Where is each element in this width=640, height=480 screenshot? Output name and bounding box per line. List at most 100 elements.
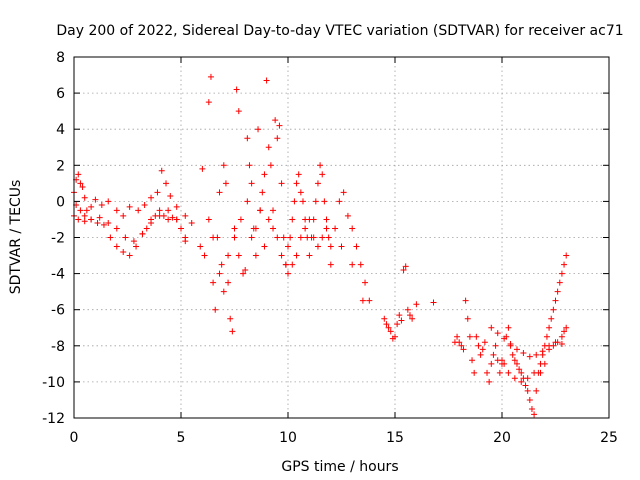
data-point: [265, 216, 272, 223]
data-point: [398, 317, 405, 324]
data-point: [167, 192, 174, 199]
x-tick-label: 25: [600, 430, 618, 446]
data-point: [77, 207, 84, 214]
data-point: [270, 225, 277, 232]
y-tick-label: -6: [51, 303, 65, 319]
data-point: [276, 122, 283, 129]
data-point: [244, 198, 251, 205]
data-point: [222, 180, 229, 187]
data-point: [278, 180, 285, 187]
data-point: [130, 238, 137, 245]
data-point: [133, 243, 140, 250]
data-point: [285, 243, 291, 250]
data-point: [509, 351, 516, 358]
data-point: [113, 207, 120, 214]
data-point: [113, 225, 120, 232]
data-point: [126, 203, 133, 210]
data-point: [257, 207, 264, 214]
data-point: [336, 198, 343, 205]
y-tick-label: -2: [51, 231, 65, 247]
x-tick-label: 20: [493, 430, 511, 446]
data-point: [359, 297, 366, 304]
data-point: [513, 360, 520, 367]
y-axis-label: SDTVAR / TECUs: [8, 180, 24, 295]
data-point: [505, 369, 512, 376]
data-point: [392, 333, 398, 340]
data-point: [81, 218, 88, 225]
data-point: [321, 198, 328, 205]
data-point: [143, 225, 150, 232]
data-point: [278, 252, 285, 259]
data-point: [289, 216, 296, 223]
data-point: [267, 162, 274, 169]
y-tick-label: 4: [56, 122, 65, 138]
data-point: [513, 346, 520, 353]
data-point: [297, 189, 304, 196]
data-point: [188, 220, 195, 227]
data-point: [231, 225, 238, 232]
data-point: [218, 261, 225, 268]
data-point: [460, 346, 467, 353]
data-point: [310, 234, 317, 241]
data-point: [120, 212, 127, 219]
data-point: [475, 342, 482, 349]
data-point: [366, 297, 373, 304]
data-point: [518, 378, 525, 385]
data-point: [212, 306, 219, 313]
data-point: [233, 86, 240, 93]
plot-frame: [73, 56, 610, 419]
data-point: [270, 207, 277, 214]
data-point: [319, 234, 326, 241]
data-point: [486, 378, 493, 385]
data-point: [75, 216, 82, 223]
data-point: [178, 225, 184, 232]
data-point: [518, 369, 525, 376]
data-point: [199, 165, 206, 172]
data-point: [396, 312, 403, 319]
data-point: [406, 312, 413, 319]
data-point: [323, 225, 330, 232]
data-point: [362, 279, 369, 286]
x-axis-label: GPS time / hours: [281, 459, 398, 475]
data-point: [462, 297, 469, 304]
data-point: [173, 216, 180, 223]
data-point: [400, 266, 407, 273]
data-point: [156, 212, 163, 219]
data-point: [252, 252, 259, 259]
data-point: [312, 198, 319, 205]
data-point: [314, 243, 321, 250]
data-point: [169, 214, 176, 221]
data-point: [231, 234, 238, 241]
data-point: [548, 315, 555, 322]
data-point: [327, 243, 334, 250]
data-point: [285, 270, 291, 277]
data-point: [466, 333, 473, 340]
data-point: [537, 369, 544, 376]
data-point: [340, 189, 347, 196]
y-tick-label: 2: [56, 158, 65, 174]
data-point: [353, 243, 360, 250]
data-point: [299, 198, 306, 205]
data-point: [83, 207, 90, 214]
data-point: [561, 328, 568, 335]
data-point: [173, 203, 180, 210]
data-point: [317, 162, 324, 169]
data-point: [201, 252, 208, 259]
data-point: [139, 230, 146, 237]
data-point: [323, 216, 330, 223]
data-point: [165, 207, 172, 214]
data-point: [558, 270, 565, 277]
data-point: [464, 315, 471, 322]
data-point: [473, 333, 480, 340]
data-point: [488, 324, 495, 331]
data-point: [531, 369, 538, 376]
data-point: [554, 288, 561, 295]
data-point: [543, 333, 550, 340]
data-point: [490, 351, 497, 358]
data-point: [319, 171, 326, 178]
data-point: [207, 73, 214, 80]
data-point: [531, 411, 538, 418]
y-tick-label: -10: [42, 375, 65, 391]
data-point: [158, 167, 165, 174]
